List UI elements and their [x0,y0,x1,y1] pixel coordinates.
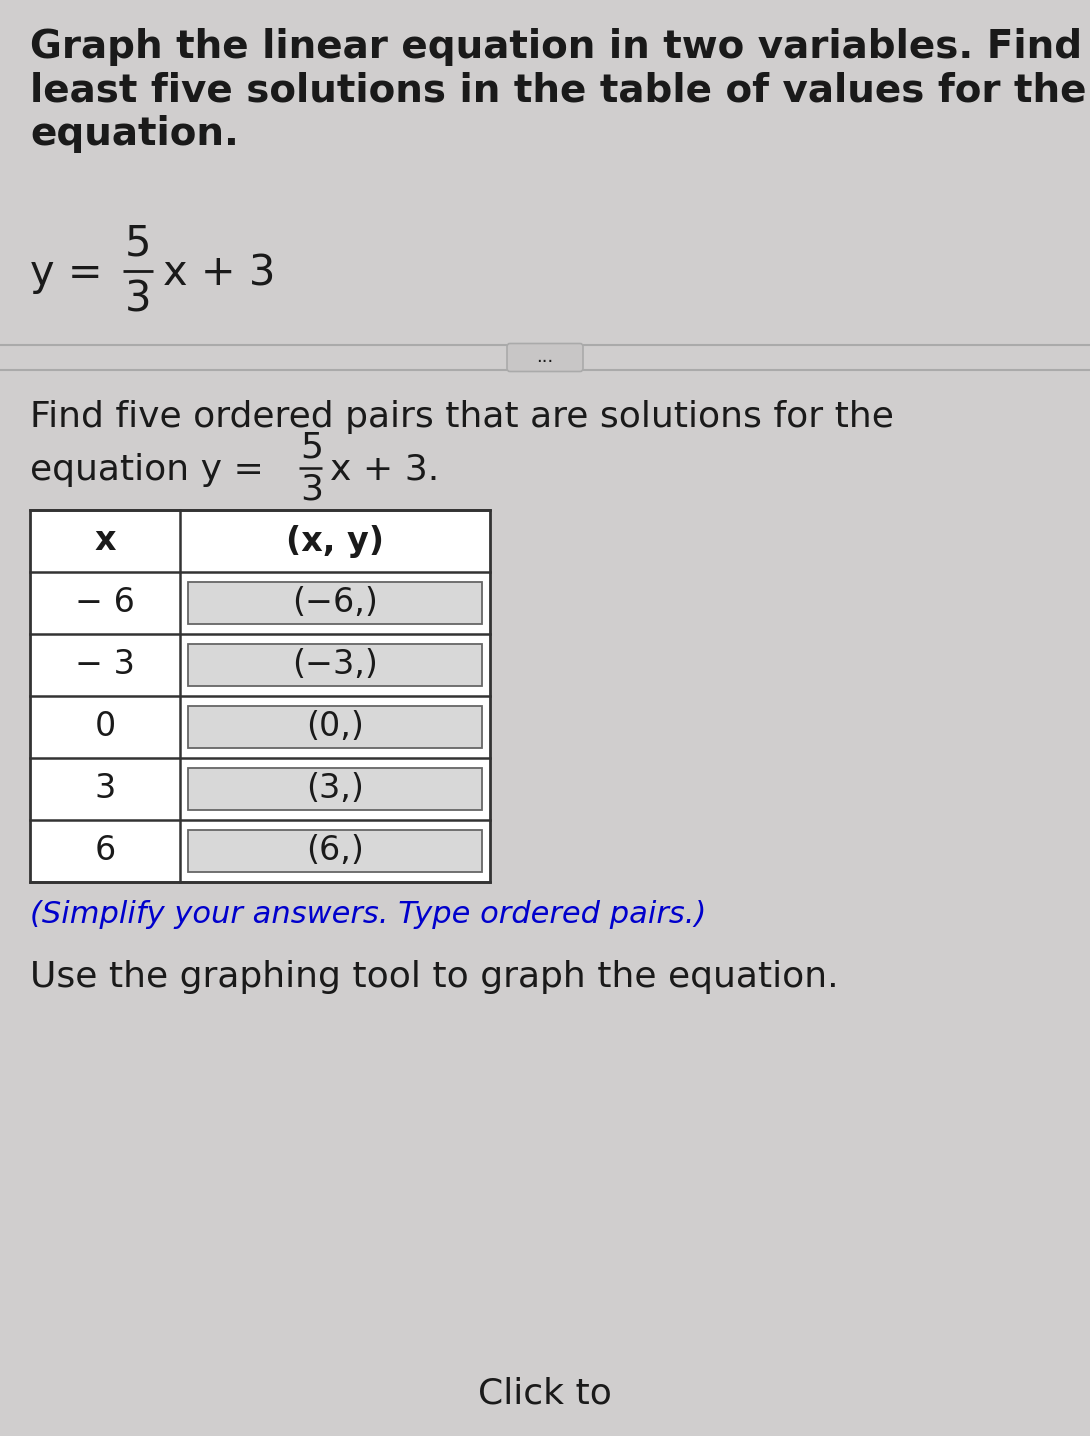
Text: 5: 5 [300,431,323,465]
Bar [187,830,482,872]
Text: (−3,): (−3,) [292,649,378,682]
FancyBboxPatch shape [507,343,583,372]
Text: (3,): (3,) [306,773,364,806]
Text: − 6: − 6 [75,586,135,619]
Bar [31,510,490,882]
Text: equation y =: equation y = [31,452,264,487]
Text: x: x [94,524,116,557]
Text: least five solutions in the table of values for the: least five solutions in the table of val… [31,72,1087,109]
Text: x + 3.: x + 3. [330,452,439,487]
Text: Find five ordered pairs that are solutions for the: Find five ordered pairs that are solutio… [31,401,894,434]
Text: − 3: − 3 [75,649,135,682]
Text: 0: 0 [95,711,116,744]
Text: 5: 5 [125,223,152,264]
Bar [187,582,482,625]
Text: equation.: equation. [31,115,239,152]
Text: 3: 3 [95,773,116,806]
Text: (−6,): (−6,) [292,586,378,619]
Text: Click to: Click to [479,1376,611,1410]
Text: 3: 3 [300,472,323,505]
Text: (0,): (0,) [306,711,364,744]
Text: (Simplify your answers. Type ordered pairs.): (Simplify your answers. Type ordered pai… [31,900,706,929]
Text: Graph the linear equation in two variables. Find at: Graph the linear equation in two variabl… [31,27,1090,66]
Text: 3: 3 [125,279,152,320]
Text: Use the graphing tool to graph the equation.: Use the graphing tool to graph the equat… [31,961,838,994]
Text: ...: ... [536,349,554,366]
Bar [187,768,482,810]
Text: x + 3: x + 3 [164,251,276,294]
Text: 6: 6 [95,834,116,867]
Text: (x, y): (x, y) [286,524,384,557]
Bar [187,707,482,748]
Text: y =: y = [31,251,102,294]
Text: (6,): (6,) [306,834,364,867]
Bar [187,643,482,686]
